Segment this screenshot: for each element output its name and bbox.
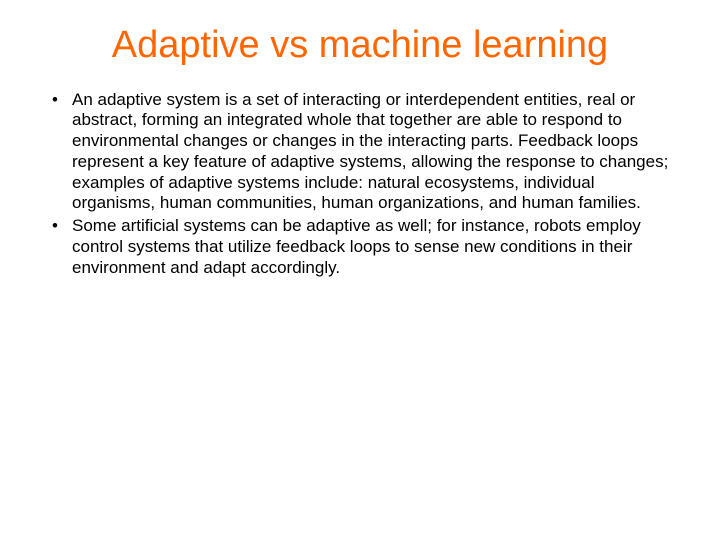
list-item: An adaptive system is a set of interacti… (72, 90, 678, 214)
bullet-list: An adaptive system is a set of interacti… (42, 90, 678, 279)
slide: Adaptive vs machine learning An adaptive… (0, 0, 720, 540)
list-item: Some artificial systems can be adaptive … (72, 216, 678, 278)
slide-title: Adaptive vs machine learning (42, 24, 678, 68)
